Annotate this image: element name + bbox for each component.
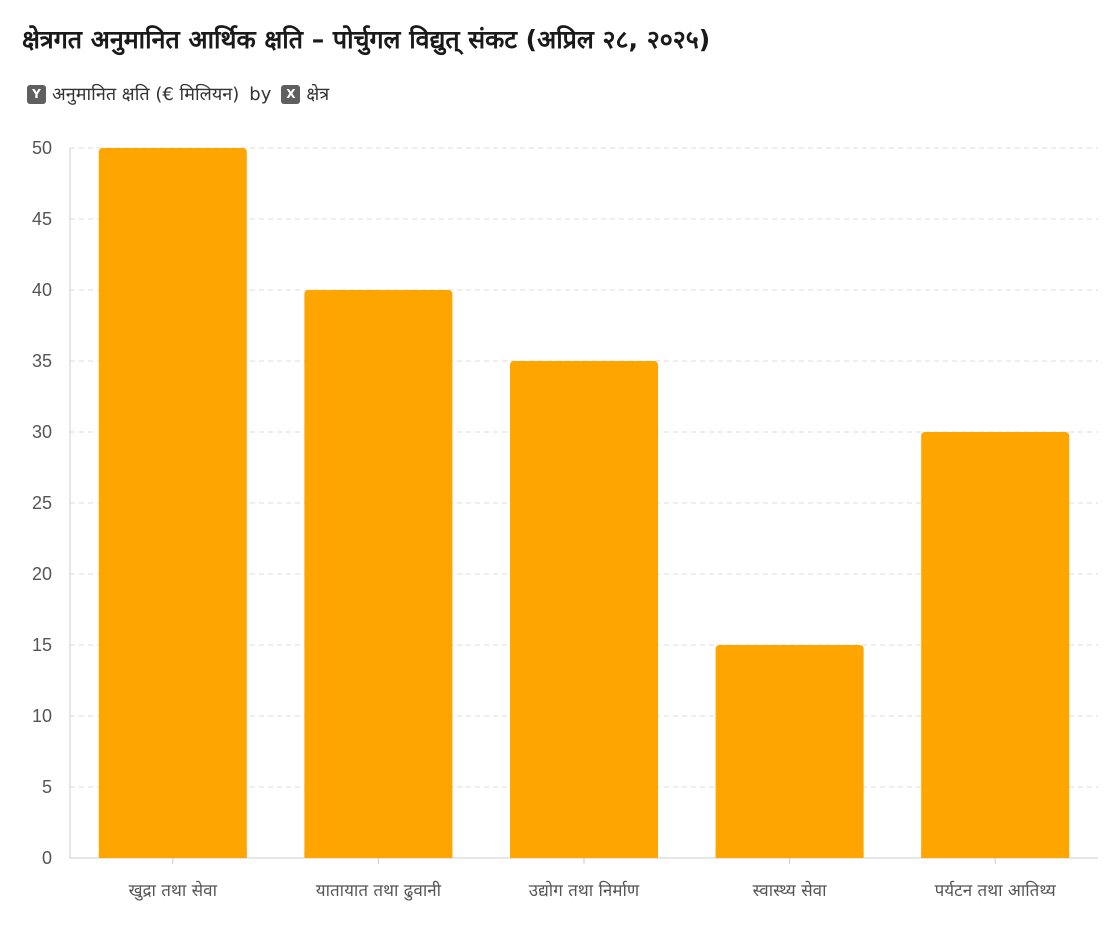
x-tick-label: उद्योग तथा निर्माण bbox=[529, 880, 640, 901]
x-tick-label: खुद्रा तथा सेवा bbox=[129, 880, 218, 901]
bar-base bbox=[509, 852, 659, 858]
bar bbox=[98, 148, 247, 858]
bar-base bbox=[921, 852, 1070, 858]
y-axis-badge: Y bbox=[27, 84, 46, 104]
chart-legend: Y अनुमानित क्षति (€ मिलियन) by X क्षेत्र bbox=[27, 82, 329, 106]
y-tick-label: 5 bbox=[42, 777, 52, 797]
x-axis-badge: X bbox=[281, 84, 301, 104]
legend-by-text: by bbox=[249, 83, 272, 105]
y-tick-label: 35 bbox=[32, 351, 52, 371]
bar-base bbox=[98, 852, 247, 858]
y-tick-label: 25 bbox=[32, 493, 52, 513]
y-tick-label: 10 bbox=[32, 706, 52, 726]
y-tick-label: 50 bbox=[32, 138, 52, 158]
y-tick-label: 45 bbox=[32, 209, 52, 229]
y-tick-label: 30 bbox=[32, 422, 52, 442]
x-tick-label: पर्यटन तथा आतिथ्य bbox=[935, 880, 1057, 901]
y-tick-label: 15 bbox=[32, 635, 52, 655]
y-axis-legend-label: अनुमानित क्षति (€ मिलियन) bbox=[52, 84, 240, 105]
x-tick-label: स्वास्थ्य सेवा bbox=[753, 880, 828, 901]
bar-base bbox=[304, 852, 453, 858]
y-tick-label: 40 bbox=[32, 280, 52, 300]
x-axis-legend-label: क्षेत्र bbox=[306, 84, 330, 105]
bar bbox=[304, 290, 453, 858]
bar bbox=[921, 432, 1070, 858]
bar bbox=[509, 361, 659, 858]
x-tick-label: यातायात तथा ढुवानी bbox=[316, 880, 442, 901]
bar bbox=[715, 645, 864, 858]
y-tick-label: 20 bbox=[32, 564, 52, 584]
bar-base bbox=[715, 852, 864, 858]
chart-title: क्षेत्रगत अनुमानित आर्थिक क्षति – पोर्चु… bbox=[22, 25, 711, 54]
y-tick-label: 0 bbox=[42, 848, 52, 868]
